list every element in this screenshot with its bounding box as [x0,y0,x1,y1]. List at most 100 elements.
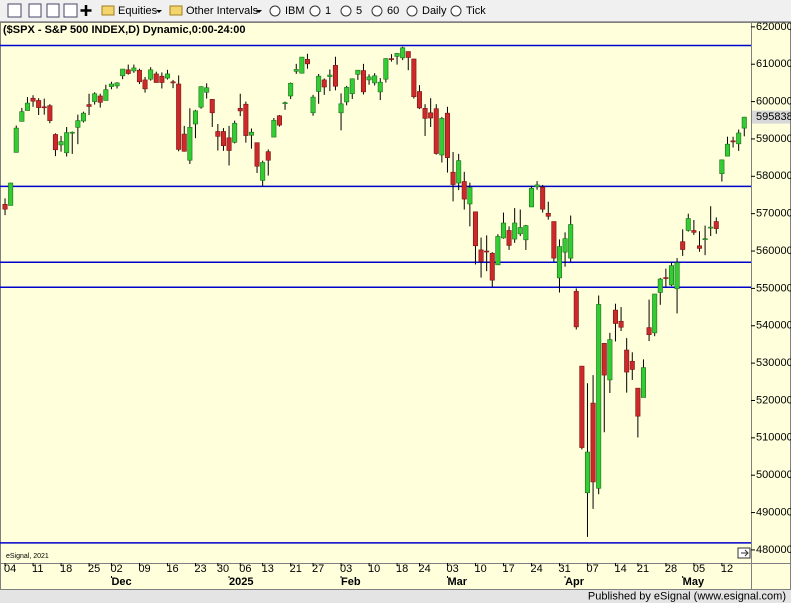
icon-interval[interactable] [371,5,383,17]
corner-icon-arrow[interactable] [741,549,749,557]
icon-folder[interactable] [101,5,115,16]
candle-body [349,78,355,95]
y-tick-label: 530000 [756,357,791,369]
candle-body [226,137,232,151]
icon-plus[interactable] [80,5,92,16]
candle-body [551,221,557,259]
last-price-box [752,110,790,124]
x-tick-label: 17 [502,563,514,575]
candle-body [310,96,316,114]
candle-body [416,91,422,109]
icon-interval[interactable] [450,5,462,17]
x-tick-label: 07 [586,563,598,575]
candle-body [80,112,86,122]
icon-interval[interactable] [340,5,352,17]
chart-background [0,22,791,590]
toolbar-item[interactable]: IBM [285,5,305,17]
toolbar-item[interactable]: 5 [356,5,362,17]
candle-body [562,238,568,253]
icon-layout[interactable] [63,3,78,18]
toolbar-icons[interactable] [7,3,462,18]
x-tick-label: 10 [474,563,486,575]
candle-body [321,79,327,88]
icon-chart[interactable] [7,3,22,18]
x-tick-label: 03 [340,563,352,575]
icon-page[interactable] [28,3,42,18]
candle-body [517,227,523,235]
x-tick-label: 03 [446,563,458,575]
candle-body [120,68,126,77]
x-tick-label: 21 [637,563,649,575]
candle-body [663,277,669,279]
toolbar-item[interactable]: 60 [387,5,399,17]
toolbar-item[interactable]: Tick [466,5,486,17]
candle-body [377,81,383,93]
candle-body [192,110,198,125]
dropdown-arrow[interactable] [256,10,262,13]
icon-page2[interactable] [46,3,60,18]
month-label: Mar [447,576,467,588]
x-tick-label: 31 [558,563,570,575]
candle-body [282,102,288,105]
x-tick-label: 06 [239,563,251,575]
candle-body [528,187,534,208]
candle-body [36,100,42,108]
toolbar-item[interactable]: Other Intervals [186,5,259,17]
candle-body [170,81,176,84]
candle-body [405,51,411,58]
candle-body [489,252,495,281]
candle-body [153,73,159,83]
y-tick-label: 520000 [756,394,791,406]
candle-body [75,120,81,128]
candle-body [64,132,70,154]
candle-body [13,127,19,153]
candle-body [708,226,714,229]
candle-body [86,104,92,107]
candle-body [444,112,450,158]
dropdown-arrow[interactable] [156,10,162,13]
candle-body [52,134,58,151]
candle-body [176,83,182,150]
footer [0,590,791,603]
candle-body [254,142,260,167]
toolbar-item[interactable]: Equities [118,5,158,17]
y-tick-label: 600000 [756,95,791,107]
candle-body [232,122,238,143]
corner-icon[interactable] [737,547,751,559]
icon-interval[interactable] [309,5,321,17]
x-tick-label: 18 [60,563,72,575]
month-label: Apr [565,576,585,588]
candle-body [624,349,630,373]
candle-body [125,69,131,74]
candle-body [114,82,120,87]
candle-body [540,186,546,210]
candle-body [181,133,187,152]
candle-body [635,387,641,417]
candle-body [478,249,484,262]
candle-body [506,230,512,246]
icon-folder[interactable] [169,5,183,16]
candle-body [696,245,702,249]
x-tick-label: 11 [32,563,43,575]
candle-body [243,103,249,136]
toolbar [0,0,791,22]
candle-body [612,309,618,324]
x-tick-label: 30 [217,563,229,575]
candle-body [97,95,103,103]
candle-body [439,118,445,156]
candle-body [372,75,378,84]
x-tick-label: 13 [262,563,274,575]
candle-body [691,230,697,233]
candle-body [629,360,635,370]
toolbar-item[interactable]: Daily [422,5,447,17]
candle-body [355,69,361,75]
toolbar-item[interactable]: 1 [325,5,331,17]
candle-body [131,67,137,72]
candle-body [450,171,456,185]
month-label: 2025 [229,576,253,588]
icon-symbol[interactable] [269,5,281,17]
icon-interval[interactable] [406,5,418,17]
x-tick-label: 24 [530,563,542,575]
candle-body [433,108,439,154]
